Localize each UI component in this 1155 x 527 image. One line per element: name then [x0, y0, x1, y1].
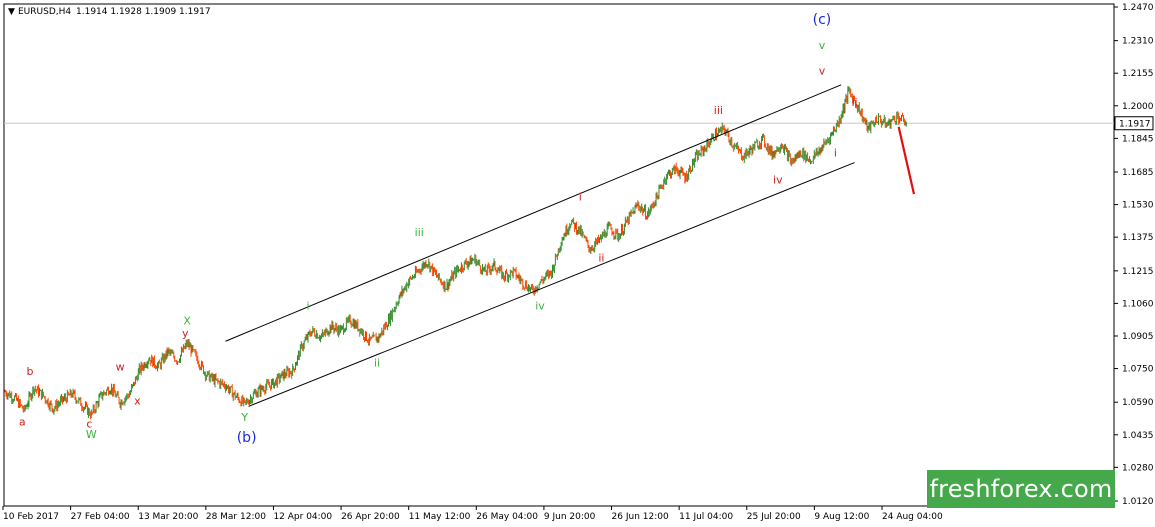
trend-channel[interactable]	[225, 84, 855, 407]
time-tick-label: 10 Feb 2017	[3, 512, 59, 522]
forecast-line	[897, 126, 916, 195]
price-tick-label: 1.0750	[1122, 365, 1154, 375]
price-tick-label: 1.0590	[1122, 398, 1154, 408]
time-tick-label: 26 May 04:00	[476, 512, 538, 522]
time-tick-label: 27 Feb 04:00	[71, 512, 130, 522]
wave-label: c	[86, 417, 92, 430]
time-tick-label: 12 Apr 04:00	[273, 512, 332, 522]
price-tick-label: 1.0435	[1122, 431, 1154, 441]
time-tick-label: 11 Jul 04:00	[679, 512, 733, 522]
wave-label: iii	[714, 104, 723, 117]
price-tick-label: 1.0905	[1122, 332, 1154, 342]
price-tick-label: 1.1060	[1122, 299, 1154, 309]
price-tick-label: 1.1845	[1122, 134, 1154, 144]
time-tick-label: 11 May 12:00	[409, 512, 471, 522]
wave-label: X	[183, 314, 191, 327]
price-tick-label: 1.2000	[1122, 102, 1154, 112]
price-tick-label: 1.2470	[1122, 3, 1154, 13]
time-tick-label: 9 Aug 12:00	[814, 512, 869, 522]
channel-line-lower[interactable]	[248, 162, 855, 407]
wave-label: b	[26, 365, 33, 378]
current-price-tag: 1.1917	[1114, 116, 1154, 131]
price-tick-label: 1.1215	[1122, 267, 1154, 277]
wave-label: w	[116, 361, 125, 374]
price-tick-label: 1.1685	[1122, 168, 1154, 178]
price-tick-label: 1.1530	[1122, 201, 1154, 211]
time-tick-label: 26 Jun 12:00	[612, 512, 669, 522]
wave-label: i	[834, 146, 837, 159]
price-axis: 1.2470 1.2310 1.2155 1.2000 1.1845 1.1685 1.15…	[1114, 3, 1154, 507]
wave-label: a	[19, 415, 26, 428]
wave-label: v	[819, 39, 826, 52]
current-price-tag-text: 1.1917	[1119, 120, 1151, 130]
time-tick-label: 24 Aug 04:00	[882, 512, 943, 522]
price-tick-label: 1.1375	[1122, 233, 1154, 243]
wave-label: iv	[773, 174, 783, 187]
price-tick-label: 1.0280	[1122, 463, 1154, 473]
wave-label: x	[134, 394, 141, 407]
time-tick-label: 28 Mar 12:00	[206, 512, 266, 522]
channel-line-upper[interactable]	[225, 84, 842, 342]
time-tick-label: 25 Jul 20:00	[747, 512, 801, 522]
freshforex-watermark: freshforex.com	[927, 470, 1115, 508]
chart-header: ▼ EURUSD,H4 1.1914 1.1928 1.1909 1.1917	[8, 7, 211, 17]
time-tick-label: 26 Apr 20:00	[341, 512, 400, 522]
wave-label: ii	[851, 96, 857, 109]
forecast-arrow	[897, 126, 916, 195]
plot-area	[3, 3, 1115, 507]
price-tick-label: 1.2155	[1122, 69, 1154, 79]
header-symbol: EURUSD,H4	[18, 7, 71, 17]
wave-label: ii	[374, 356, 380, 369]
time-tick-label: 13 Mar 20:00	[138, 512, 198, 522]
wave-label: (c)	[813, 12, 832, 28]
time-tick-label: 9 Jun 20:00	[544, 512, 596, 522]
current-price-tag-bg	[1114, 116, 1154, 131]
wave-label: v	[819, 64, 826, 77]
price-tick-label: 1.2310	[1122, 37, 1154, 47]
wave-label: ii	[598, 251, 604, 264]
wave-label: iv	[535, 300, 545, 313]
price-tick-label: 1.0120	[1122, 497, 1154, 507]
wave-label: W	[86, 428, 97, 441]
header-ohlc: 1.1914 1.1928 1.1909 1.1917	[76, 7, 211, 17]
wave-label: (b)	[237, 430, 257, 446]
wave-label: y	[182, 327, 189, 340]
time-axis: 10 Feb 2017 27 Feb 04:00 13 Mar 20:00 28 Ma…	[2, 506, 943, 522]
wave-label: Y	[240, 411, 248, 424]
wave-label: i	[579, 190, 582, 203]
wave-label: iii	[415, 226, 424, 239]
candles-group	[4, 86, 907, 420]
wave-label: i	[306, 300, 309, 313]
header-marker: ▼	[8, 7, 15, 17]
